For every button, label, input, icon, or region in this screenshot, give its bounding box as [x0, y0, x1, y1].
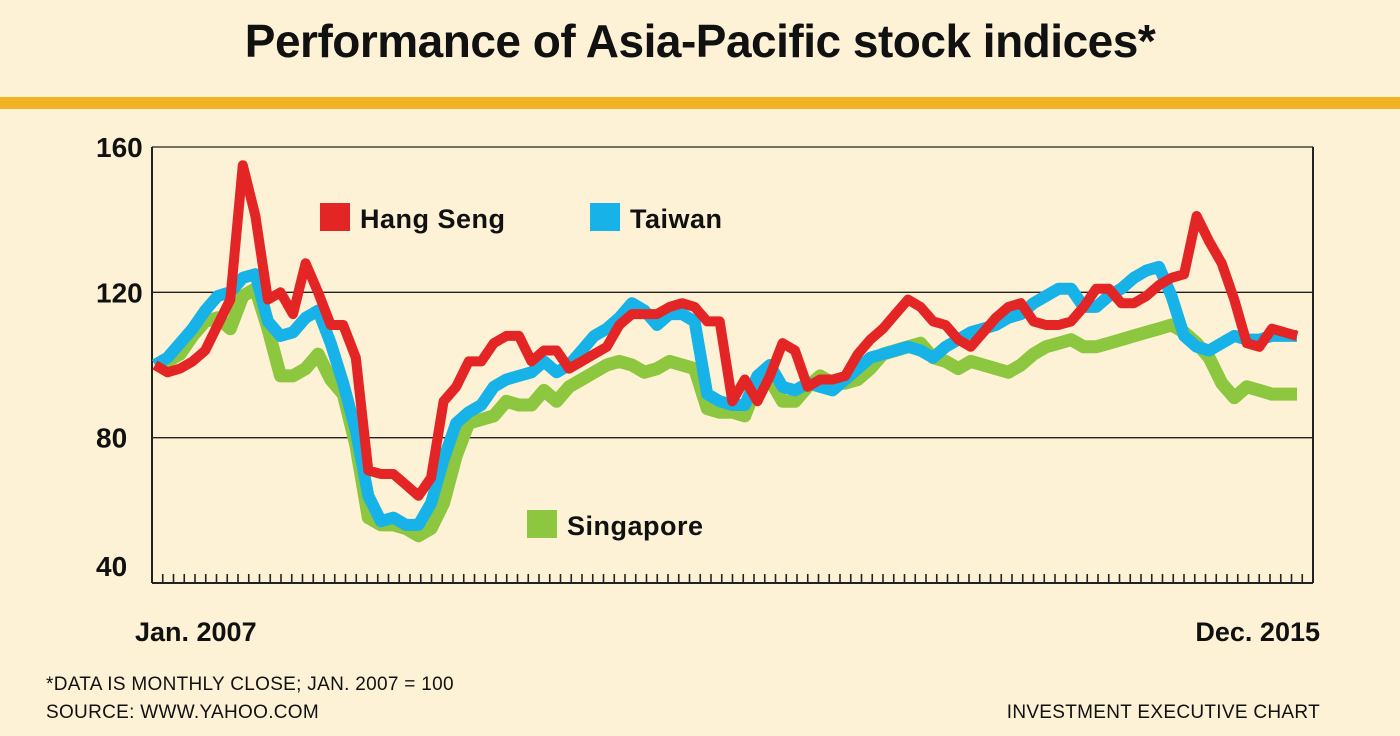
y-tick-label-120: 120 [96, 277, 143, 308]
source-footnote: SOURCE: WWW.YAHOO.COM [46, 702, 319, 723]
legend-label-hang-seng: Hang Seng [360, 204, 506, 234]
series-line-taiwan [151, 260, 1297, 531]
chart-title: Performance of Asia-Pacific stock indice… [244, 15, 1156, 67]
legend-label-taiwan: Taiwan [630, 204, 723, 234]
legend-swatch-taiwan [590, 203, 620, 231]
legend-swatch-singapore [527, 510, 557, 538]
title-rule [0, 97, 1400, 109]
y-tick-label-40: 40 [96, 551, 127, 582]
x-start-label: Jan. 2007 [135, 617, 257, 647]
legend-swatch-hang-seng [320, 203, 350, 231]
y-tick-label-160: 160 [96, 132, 143, 163]
series-line-hang-seng [152, 160, 1299, 501]
x-end-label: Dec. 2015 [1195, 617, 1320, 647]
legend-label-singapore: Singapore [567, 511, 704, 541]
y-tick-label-80: 80 [96, 423, 127, 454]
data-footnote: *DATA IS MONTHLY CLOSE; JAN. 2007 = 100 [46, 674, 454, 695]
chart-credit: INVESTMENT EXECUTIVE CHART [1006, 702, 1320, 723]
